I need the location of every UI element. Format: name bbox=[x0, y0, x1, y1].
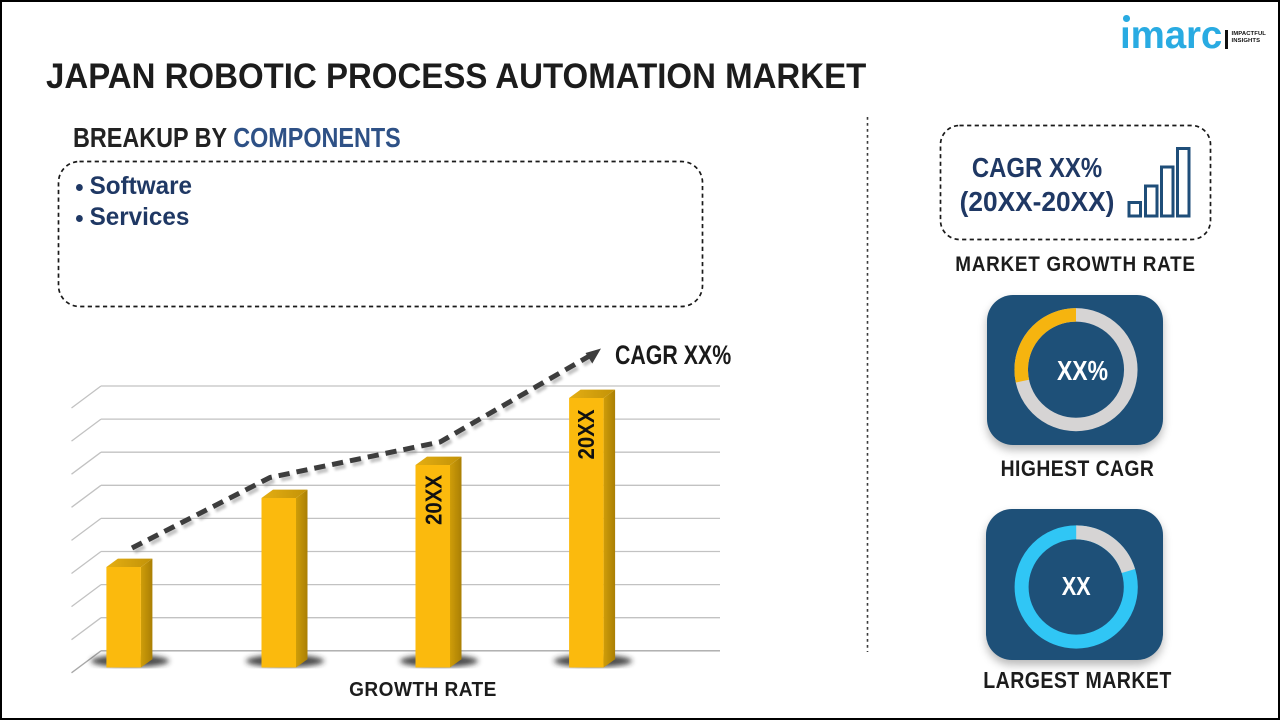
svg-text:20XX: 20XX bbox=[421, 474, 447, 525]
svg-text:20XX: 20XX bbox=[573, 409, 599, 460]
svg-text:XX%: XX% bbox=[1057, 355, 1108, 386]
svg-text:XX: XX bbox=[1062, 573, 1091, 601]
